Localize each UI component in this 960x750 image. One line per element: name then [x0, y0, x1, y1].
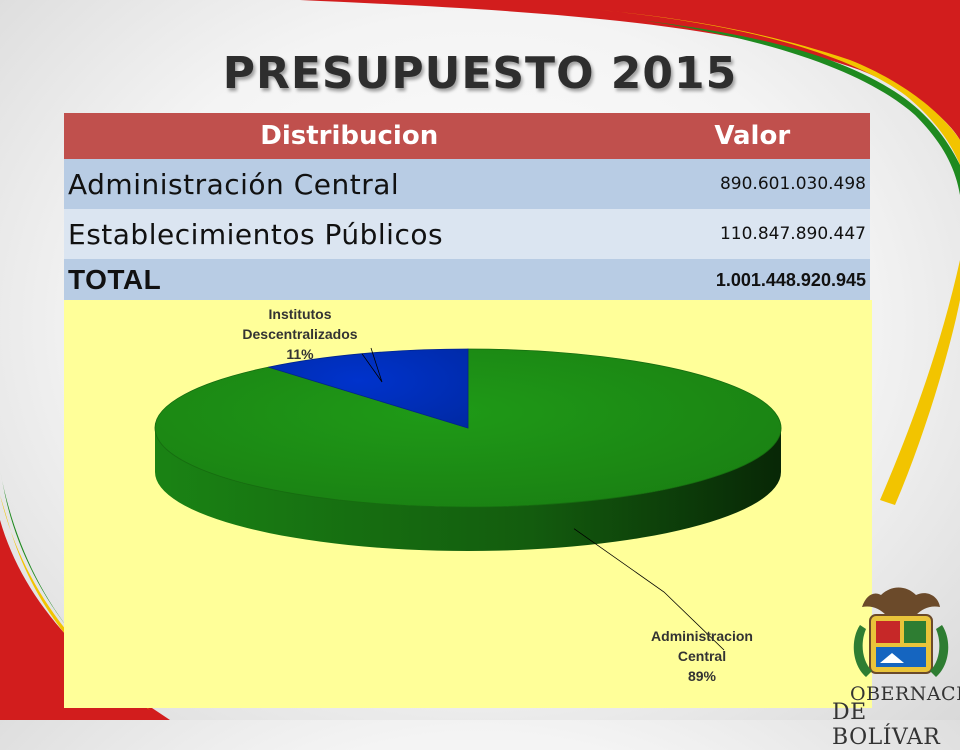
total-value: 1.001.448.920.945 — [634, 259, 870, 301]
pie-leader-line — [361, 347, 383, 383]
row-label: Establecimientos Públicos — [64, 209, 635, 259]
pie-chart: Administracion Central 89% Institutos Descen… — [154, 306, 782, 684]
pie-leader-line — [573, 528, 725, 651]
pie-chart-area: Administracion Central 89% Institutos Descen… — [64, 300, 872, 708]
pie-label-administracion-central: Administracion Central 89% — [651, 628, 753, 684]
table-row: Establecimientos Públicos 110.847.890.44… — [64, 209, 870, 259]
header-valor: Valor — [634, 113, 870, 159]
pie-label-institutos-descentralizados: Institutos Descentralizados 11% — [242, 306, 357, 362]
slide-title: PRESUPUESTO 2015 — [222, 48, 738, 99]
table-header-row: Distribucion Valor — [64, 113, 870, 159]
coat-of-arms-logo — [853, 587, 949, 677]
pie-slice-side — [155, 428, 781, 551]
slide-background — [0, 0, 960, 720]
row-value: 890.601.030.498 — [634, 159, 870, 209]
header-distribucion: Distribucion — [64, 113, 635, 159]
logo-text-line2: DE BOLÍVAR — [832, 700, 941, 750]
total-label: TOTAL — [64, 259, 635, 301]
row-label: Administración Central — [64, 159, 635, 209]
table-row: Administración Central 890.601.030.498 — [64, 159, 870, 209]
table-total-row: TOTAL 1.001.448.920.945 — [64, 259, 870, 301]
row-value: 110.847.890.447 — [634, 209, 870, 259]
logo-text-line1: OBERNACIÓN — [850, 683, 960, 705]
budget-table: Distribucion Valor Administración Centra… — [64, 113, 870, 301]
